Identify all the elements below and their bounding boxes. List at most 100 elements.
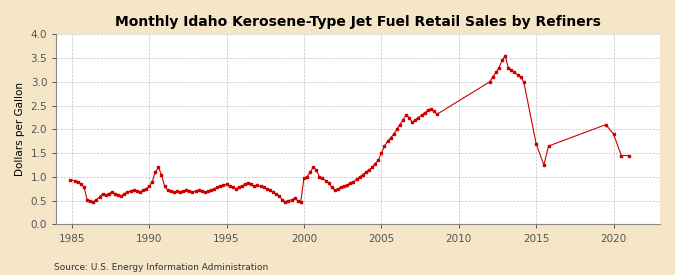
Point [237, 184, 248, 189]
Point [491, 70, 502, 75]
Point [376, 151, 387, 155]
Point [388, 132, 399, 136]
Point [608, 132, 619, 136]
Point [404, 115, 414, 120]
Point [267, 190, 278, 194]
Title: Monthly Idaho Kerosene-Type Jet Fuel Retail Sales by Refiners: Monthly Idaho Kerosene-Type Jet Fuel Ret… [115, 15, 601, 29]
Point [134, 190, 145, 194]
Point [385, 136, 396, 140]
Point [401, 113, 412, 117]
Point [240, 182, 250, 186]
Point [227, 185, 238, 189]
Point [431, 112, 442, 116]
Point [323, 180, 334, 185]
Point [162, 188, 173, 192]
Point [506, 68, 517, 72]
Point [500, 54, 510, 58]
Point [342, 183, 352, 188]
Point [429, 109, 439, 114]
Point [503, 65, 514, 70]
Point [351, 177, 362, 182]
Point [72, 180, 83, 184]
Point [624, 153, 634, 158]
Point [292, 199, 303, 203]
Point [543, 144, 554, 148]
Point [113, 193, 124, 197]
Point [289, 196, 300, 200]
Point [286, 197, 297, 202]
Point [138, 188, 148, 192]
Point [512, 73, 523, 77]
Point [419, 111, 430, 115]
Point [91, 197, 102, 202]
Point [107, 190, 117, 194]
Point [382, 139, 393, 144]
Point [320, 178, 331, 183]
Point [199, 190, 210, 194]
Point [265, 188, 275, 192]
Point [230, 187, 241, 191]
Point [280, 199, 291, 204]
Point [509, 70, 520, 75]
Point [175, 190, 186, 194]
Point [156, 172, 167, 177]
Point [296, 199, 306, 204]
Point [327, 185, 338, 189]
Point [94, 195, 105, 199]
Point [171, 189, 182, 193]
Point [398, 118, 408, 122]
Point [140, 187, 151, 191]
Point [193, 188, 204, 192]
Point [367, 165, 377, 170]
Point [518, 80, 529, 84]
Point [283, 199, 294, 203]
Point [317, 176, 328, 180]
Point [122, 190, 133, 194]
Point [128, 188, 139, 192]
Point [425, 107, 436, 112]
Point [252, 183, 263, 188]
Point [394, 122, 405, 127]
Point [181, 188, 192, 192]
Point [423, 108, 433, 112]
Point [202, 189, 213, 193]
Point [339, 184, 350, 189]
Point [259, 185, 269, 189]
Y-axis label: Dollars per Gallon: Dollars per Gallon [15, 82, 25, 176]
Point [88, 199, 99, 204]
Point [150, 170, 161, 174]
Point [515, 75, 526, 79]
Point [370, 161, 381, 166]
Point [169, 190, 180, 194]
Point [212, 185, 223, 189]
Point [364, 167, 375, 172]
Point [85, 199, 96, 203]
Point [407, 120, 418, 125]
Point [119, 191, 130, 196]
Point [178, 189, 188, 193]
Point [132, 189, 142, 193]
Point [314, 175, 325, 179]
Point [413, 115, 424, 120]
Point [146, 180, 157, 184]
Point [392, 127, 402, 132]
Point [333, 187, 344, 191]
Point [76, 182, 86, 186]
Point [79, 185, 90, 189]
Point [103, 191, 114, 196]
Point [308, 165, 319, 170]
Point [209, 187, 219, 191]
Point [335, 185, 346, 189]
Point [329, 188, 340, 192]
Point [190, 189, 201, 193]
Point [373, 158, 383, 163]
Point [109, 191, 120, 196]
Point [243, 180, 254, 185]
Point [218, 183, 229, 188]
Point [271, 191, 281, 196]
Point [224, 184, 235, 189]
Point [345, 180, 356, 185]
Point [531, 141, 541, 146]
Point [97, 191, 108, 196]
Point [215, 184, 225, 189]
